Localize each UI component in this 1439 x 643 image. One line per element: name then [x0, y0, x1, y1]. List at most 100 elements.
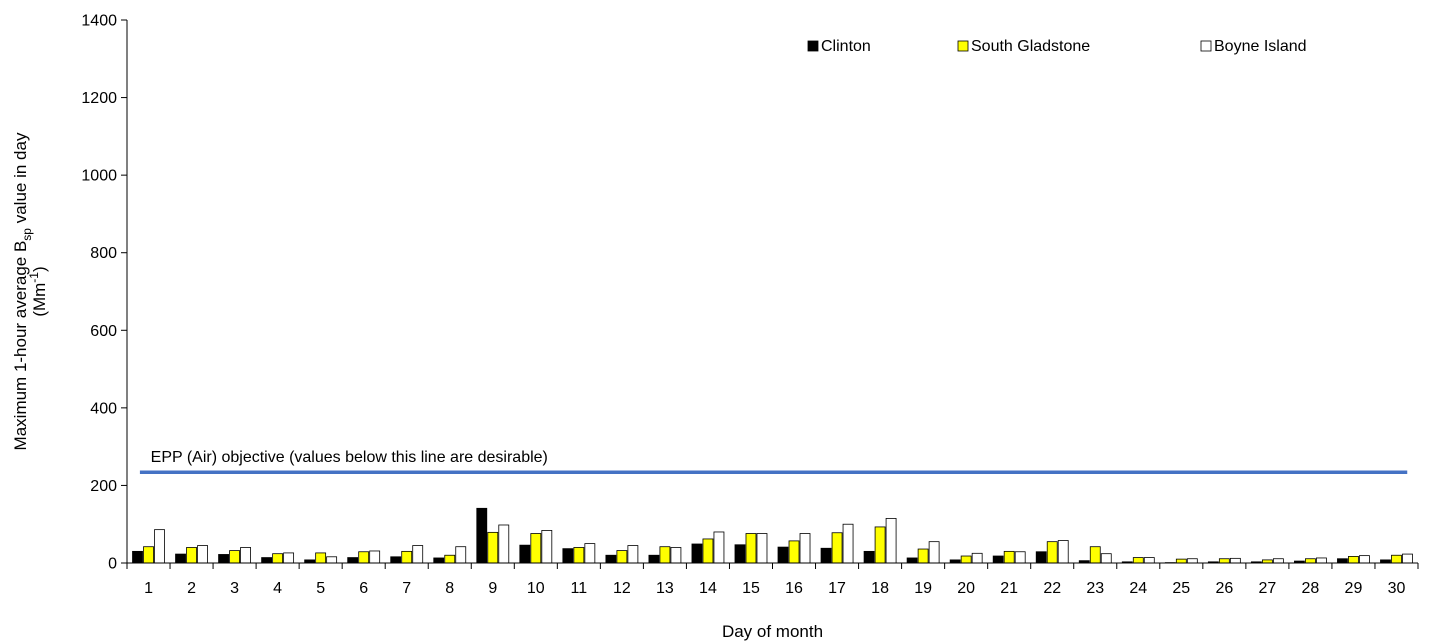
bar-boyne-island	[928, 541, 940, 564]
bar-south-gladstone	[917, 548, 929, 564]
bars-group	[132, 507, 1413, 564]
x-tick-label: 16	[785, 580, 803, 597]
legend-label-south-gladstone: South Gladstone	[971, 38, 1090, 55]
x-tick-label: 20	[957, 580, 975, 597]
legend: Clinton South Gladstone Boyne Island	[807, 38, 1307, 55]
bar-south-gladstone	[745, 533, 757, 564]
bar-boyne-island	[498, 524, 510, 564]
y-axis-ticks: 0 200 400 600 800 1000 1200 1400	[81, 13, 127, 573]
bar-boyne-island	[584, 543, 596, 564]
x-tick-label: 29	[1345, 580, 1363, 597]
y-axis-title-line2: (Mm-1)	[27, 266, 49, 316]
y-axis-title: Maximum 1-hour average Bsp value in day …	[11, 132, 49, 450]
bar-boyne-island	[1186, 558, 1198, 564]
x-tick-label: 8	[445, 580, 454, 597]
x-axis-title: Day of month	[722, 622, 823, 641]
x-tick-label: 25	[1172, 580, 1190, 597]
bar-south-gladstone	[530, 533, 542, 564]
bar-clinton	[820, 547, 832, 564]
bar-boyne-island	[1272, 558, 1284, 564]
y-tick-label: 800	[90, 245, 117, 262]
bar-clinton	[390, 556, 402, 564]
bar-boyne-island	[412, 545, 424, 564]
x-tick-label: 14	[699, 580, 717, 597]
bar-south-gladstone	[960, 555, 972, 564]
x-tick-label: 24	[1129, 580, 1147, 597]
bar-boyne-island	[1100, 553, 1112, 564]
bar-south-gladstone	[1089, 546, 1101, 564]
bar-boyne-island	[1014, 551, 1026, 564]
bar-clinton	[476, 507, 488, 564]
bar-south-gladstone	[272, 553, 284, 564]
x-tick-label: 28	[1302, 580, 1320, 597]
bar-clinton	[992, 555, 1004, 564]
y-tick-label: 1200	[81, 90, 117, 107]
legend-label-clinton: Clinton	[821, 38, 871, 55]
bar-south-gladstone	[788, 540, 800, 564]
y-tick-label: 400	[90, 400, 117, 417]
bar-south-gladstone	[143, 546, 154, 564]
bar-clinton	[777, 546, 789, 564]
bar-south-gladstone	[487, 531, 499, 564]
bar-boyne-island	[326, 556, 338, 564]
y-tick-label: 1000	[81, 168, 117, 185]
bar-clinton	[906, 557, 918, 564]
bar-boyne-island	[283, 552, 295, 564]
bar-clinton	[218, 554, 229, 564]
x-axis-ticks: 1 2 3 4 5 6 7 8 9 10 11 12 13 14 15 16 17 18 19 20 21 22 23 24 2…	[126, 563, 1419, 597]
bar-south-gladstone	[1391, 554, 1402, 564]
x-tick-label: 11	[571, 580, 588, 597]
bar-boyne-island	[713, 531, 725, 564]
bar-clinton	[648, 554, 660, 564]
x-tick-label: 18	[871, 580, 889, 597]
bar-clinton	[347, 557, 359, 564]
bar-south-gladstone	[616, 550, 628, 564]
bar-boyne-island	[541, 530, 553, 564]
bar-south-gladstone	[874, 526, 886, 564]
x-tick-label: 3	[230, 580, 239, 597]
y-tick-label: 600	[90, 323, 117, 340]
bar-south-gladstone	[444, 554, 456, 564]
x-tick-label: 15	[742, 580, 760, 597]
bar-south-gladstone	[573, 547, 585, 564]
bar-boyne-island	[627, 545, 639, 564]
x-tick-label: 5	[316, 580, 325, 597]
bar-south-gladstone	[229, 550, 240, 564]
bar-boyne-island	[885, 517, 897, 564]
y-tick-label: 0	[108, 556, 117, 573]
x-tick-label: 6	[359, 580, 368, 597]
bar-boyne-island	[1229, 557, 1241, 564]
bar-south-gladstone	[659, 546, 671, 564]
x-tick-label: 27	[1258, 580, 1276, 597]
bar-clinton	[519, 544, 531, 564]
bar-south-gladstone	[1046, 541, 1058, 564]
bar-south-gladstone	[1175, 558, 1187, 564]
bar-clinton	[691, 543, 703, 564]
bar-south-gladstone	[831, 532, 843, 564]
bar-south-gladstone	[1003, 550, 1015, 564]
bar-boyne-island	[799, 533, 811, 564]
bar-boyne-island	[756, 533, 768, 564]
x-tick-label: 22	[1043, 580, 1061, 597]
bar-boyne-island	[670, 547, 682, 564]
legend-label-boyne-island: Boyne Island	[1214, 38, 1307, 55]
x-tick-label: 13	[656, 580, 674, 597]
bar-clinton	[562, 548, 574, 564]
bar-south-gladstone	[1348, 556, 1359, 564]
bar-clinton	[132, 550, 143, 564]
bar-south-gladstone	[1132, 557, 1144, 564]
bar-boyne-island	[197, 545, 208, 564]
x-tick-label: 23	[1086, 580, 1104, 597]
bar-clinton	[605, 554, 617, 564]
bar-clinton	[175, 553, 186, 564]
bar-clinton	[1337, 558, 1348, 564]
x-tick-label: 9	[488, 580, 497, 597]
x-tick-label: 12	[613, 580, 631, 597]
bar-boyne-island	[1143, 557, 1155, 564]
x-tick-label: 1	[144, 580, 153, 597]
bar-south-gladstone	[358, 551, 370, 564]
bar-boyne-island	[1316, 557, 1327, 564]
bar-boyne-island	[240, 547, 251, 564]
bar-boyne-island	[369, 550, 381, 564]
